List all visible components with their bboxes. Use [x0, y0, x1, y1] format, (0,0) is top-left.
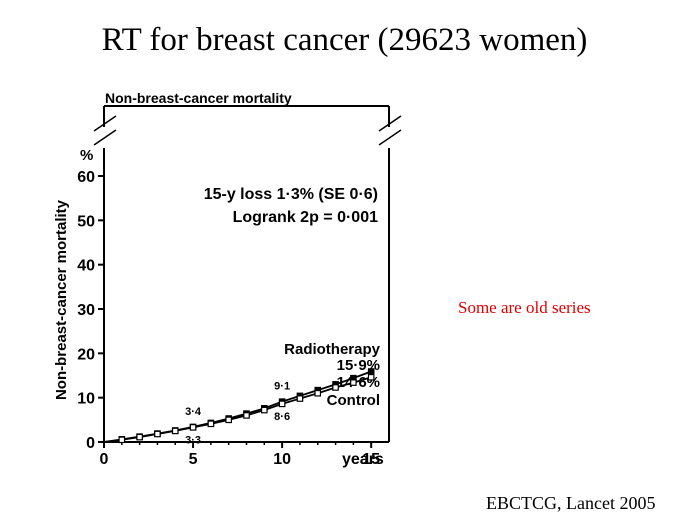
- series-lines: [103, 370, 372, 443]
- y-tick-label: 0: [86, 435, 95, 452]
- slide-title: RT for breast cancer (29623 women): [101, 22, 588, 58]
- control-marker: [171, 427, 179, 435]
- x-tick-label: 10: [273, 451, 291, 468]
- x-tick-label: 5: [189, 451, 198, 468]
- stat-logrank: Logrank 2p = 0·001: [233, 209, 378, 226]
- y-tick-label: 10: [77, 391, 95, 408]
- x-tick-label: 15: [362, 451, 380, 468]
- control-marker: [261, 406, 268, 414]
- control-marker: [314, 389, 322, 397]
- control-marker: [136, 433, 143, 441]
- y-tick-label: 20: [77, 346, 95, 363]
- point-labels: 3·4 3·3 9·1 8·6: [185, 381, 290, 447]
- control-marker: [243, 412, 250, 419]
- series-line-control: [103, 376, 372, 443]
- chart-title: Non-breast-cancer mortality: [105, 90, 292, 106]
- y-axis-label: Non-breast-cancer mortality: [53, 199, 70, 400]
- series-markers: [118, 368, 375, 444]
- axis-break-mark: [93, 115, 117, 132]
- control-marker: [207, 420, 215, 428]
- control-end-label: Control: [327, 392, 380, 409]
- citation: EBCTCG, Lancet 2005: [486, 493, 656, 513]
- axis-ticks: 0 10 20 30 40 50 60 0 5 10 15: [77, 169, 380, 468]
- control-marker: [225, 416, 232, 424]
- point-label: 3·4: [185, 406, 202, 418]
- point-label: 8·6: [274, 411, 290, 423]
- x-tick-label: 0: [100, 451, 109, 468]
- radiotherapy-marker: [367, 368, 375, 375]
- side-note: Some are old series: [458, 298, 591, 317]
- y-tick-label: 50: [77, 213, 95, 230]
- control-marker: [296, 395, 304, 402]
- control-marker: [154, 430, 161, 438]
- y-tick-label: 30: [77, 302, 95, 319]
- control-marker: [189, 424, 197, 431]
- point-label: 9·1: [274, 381, 290, 393]
- control-marker: [332, 384, 339, 391]
- axis-break-mark: [378, 115, 402, 132]
- control-marker: [367, 373, 375, 381]
- stat-loss: 15-y loss 1·3% (SE 0·6): [204, 186, 378, 203]
- radiotherapy-end-label: Radiotherapy: [284, 341, 381, 358]
- point-label: 3·3: [185, 434, 201, 446]
- y-axis-unit: %: [80, 147, 93, 164]
- y-tick-label: 40: [77, 258, 95, 275]
- axis-break-mark: [93, 129, 117, 146]
- control-marker: [278, 400, 286, 408]
- x-axis-unit: years: [342, 451, 384, 468]
- control-marker: [350, 379, 357, 386]
- control-marker: [118, 436, 126, 444]
- axis-break-mark: [378, 129, 402, 146]
- y-tick-label: 60: [77, 169, 95, 186]
